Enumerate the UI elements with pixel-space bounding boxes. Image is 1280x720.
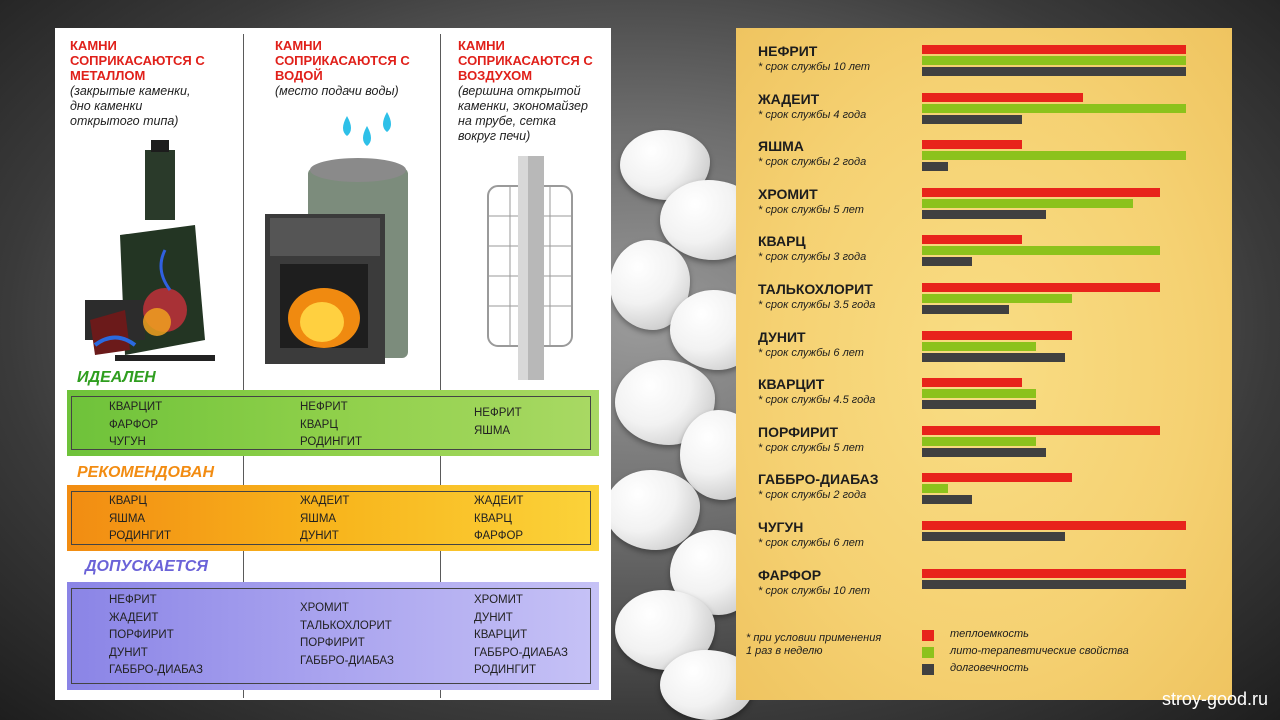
legend-swatch <box>922 647 934 658</box>
bar <box>922 532 1065 541</box>
category-note: * срок службы 6 лет <box>758 537 864 549</box>
bar <box>922 568 1186 578</box>
bar <box>922 352 1065 362</box>
category-note: * срок службы 5 лет <box>758 441 864 454</box>
category-label: ХРОМИТ <box>758 185 818 202</box>
bar <box>922 103 1186 113</box>
column-note: (закрытые каменки, дно каменки открытого… <box>70 84 191 128</box>
category-note: * срок службы 5 лет <box>758 203 864 216</box>
category-note: * срок службы 4.5 года <box>758 394 876 407</box>
band-list: НЕФРИТ ЯШМА <box>474 407 522 437</box>
category-note: * срок службы 4 года <box>758 108 867 121</box>
category-note: * срок службы 2 года <box>758 156 867 169</box>
closed-stove-illustration <box>85 140 215 361</box>
heater-illustration <box>265 158 408 364</box>
bar <box>922 473 1073 483</box>
bar <box>922 45 1186 54</box>
bar <box>922 294 1073 303</box>
category-label: ЧУГУН <box>758 519 804 535</box>
water-drops-icon <box>343 112 391 146</box>
band-box: НЕФРИТ ЖАДЕИТ ПОРФИРИТ ДУНИТ ГАББРО-ДИАБАЗ Х… <box>67 582 599 690</box>
category-note: * срок службы 3 года <box>758 251 867 264</box>
bar <box>922 447 1047 457</box>
bar <box>922 257 973 267</box>
column-note: (место подачи воды) <box>275 84 399 98</box>
bar <box>922 140 1023 150</box>
column-divider <box>243 34 244 698</box>
bar <box>922 341 1036 351</box>
bar <box>922 521 1186 530</box>
bar <box>922 56 1186 65</box>
category-label: КВАРЦИТ <box>758 376 825 393</box>
band-title: ДОПУСКАЕТСЯ <box>85 558 208 575</box>
bar <box>922 283 1160 292</box>
band-list: ЖАДЕИТ КВАРЦ ФАРФОР <box>474 495 524 542</box>
category-note: * срок службы 6 лет <box>758 346 864 359</box>
bar <box>922 330 1073 340</box>
bar <box>922 305 1010 314</box>
column-header-metal: КАМНИ СОПРИКАСАЮТСЯ С МЕТАЛЛОМ (закрытые… <box>70 38 240 129</box>
band-box: КВАРЦ ЯШМА РОДИНГИТ ЖАДЕИТ ЯШМА ДУНИТ ЖАДЕИТ… <box>67 485 599 551</box>
band-list: ХРОМИТ ДУНИТ КВАРЦИТ ГАББРО-ДИАБАЗ РОДИНГИТ <box>474 594 568 676</box>
bar <box>922 389 1036 399</box>
bar <box>922 209 1047 219</box>
category-label: ГАББРО-ДИАБАЗ <box>758 471 879 488</box>
band-title: ИДЕАЛЕН <box>77 369 156 386</box>
category-label: ПОРФИРИТ <box>758 423 839 440</box>
bar <box>922 436 1036 446</box>
column-divider <box>440 34 441 698</box>
column-title: КАМНИ СОПРИКАСАЮТСЯ С ВОЗДУХОМ <box>458 38 593 83</box>
category-label: КВАРЦ <box>758 233 806 250</box>
legend-swatch <box>922 664 934 675</box>
category-label: НЕФРИТ <box>758 43 818 59</box>
legend-label: теплоемкость <box>950 628 1029 640</box>
band-title: РЕКОМЕНДОВАН <box>77 464 215 481</box>
bar <box>922 484 949 494</box>
legend-label: лито-терапевтические свойства <box>950 645 1129 657</box>
legend-label: долговечность <box>950 662 1029 674</box>
mesh-tank-illustration <box>487 156 573 380</box>
bar <box>922 67 1186 76</box>
column-header-water: КАМНИ СОПРИКАСАЮТСЯ С ВОДОЙ (место подач… <box>275 38 445 99</box>
band-list: КВАРЦИТ ФАРФОР ЧУГУН <box>109 401 163 448</box>
band-list: НЕФРИТ ЖАДЕИТ ПОРФИРИТ ДУНИТ ГАББРО-ДИАБАЗ <box>109 594 203 676</box>
category-label: ТАЛЬКОХЛОРИТ <box>758 281 873 297</box>
watermark: stroy-good.ru <box>1161 689 1268 709</box>
legend-swatch <box>922 630 934 641</box>
category-label: ЖАДЕИТ <box>758 90 820 107</box>
bar <box>922 92 1084 102</box>
band-list: ХРОМИТ ТАЛЬКОХЛОРИТ ПОРФИРИТ ГАББРО-ДИАБАЗ <box>300 602 394 667</box>
category-note: * срок службы 10 лет <box>758 584 871 597</box>
band-list: ЖАДЕИТ ЯШМА ДУНИТ <box>300 495 350 542</box>
band-list: НЕФРИТ КВАРЦ РОДИНГИТ <box>300 401 362 448</box>
bar <box>922 425 1160 435</box>
band-list: КВАРЦ ЯШМА РОДИНГИТ <box>109 495 171 542</box>
bar <box>922 235 1023 245</box>
legend-note: * при условии применения 1 раз в неделю <box>746 632 882 657</box>
category-label: ФАРФОР <box>758 566 822 583</box>
column-note: (вершина открытой каменки, экономайзер н… <box>458 84 588 143</box>
column-header-air: КАМНИ СОПРИКАСАЮТСЯ С ВОЗДУХОМ (вершина … <box>458 38 628 144</box>
bar <box>922 495 973 505</box>
bar <box>922 198 1134 208</box>
bar <box>922 378 1023 388</box>
band-box: КВАРЦИТ ФАРФОР ЧУГУН НЕФРИТ КВАРЦ РОДИНГИТ Н… <box>67 390 599 456</box>
category-note: * срок службы 3.5 года <box>758 299 876 311</box>
bar <box>922 114 1023 124</box>
category-label: ЯШМА <box>758 138 804 155</box>
stone-placement-table: КАМНИ СОПРИКАСАЮТСЯ С МЕТАЛЛОМ (закрытые… <box>55 28 611 700</box>
column-title: КАМНИ СОПРИКАСАЮТСЯ С МЕТАЛЛОМ <box>70 38 205 83</box>
category-note: * срок службы 10 лет <box>758 61 871 73</box>
stone-properties-chart: * при условии применения 1 раз в неделю … <box>736 28 1232 700</box>
column-title: КАМНИ СОПРИКАСАЮТСЯ С ВОДОЙ <box>275 38 410 83</box>
bar <box>922 151 1186 161</box>
bar <box>922 400 1036 410</box>
bar <box>922 187 1160 197</box>
bar <box>922 579 1186 589</box>
category-note: * срок службы 2 года <box>758 489 867 502</box>
bar <box>922 162 949 172</box>
category-label: ДУНИТ <box>758 328 806 345</box>
bar <box>922 246 1160 256</box>
